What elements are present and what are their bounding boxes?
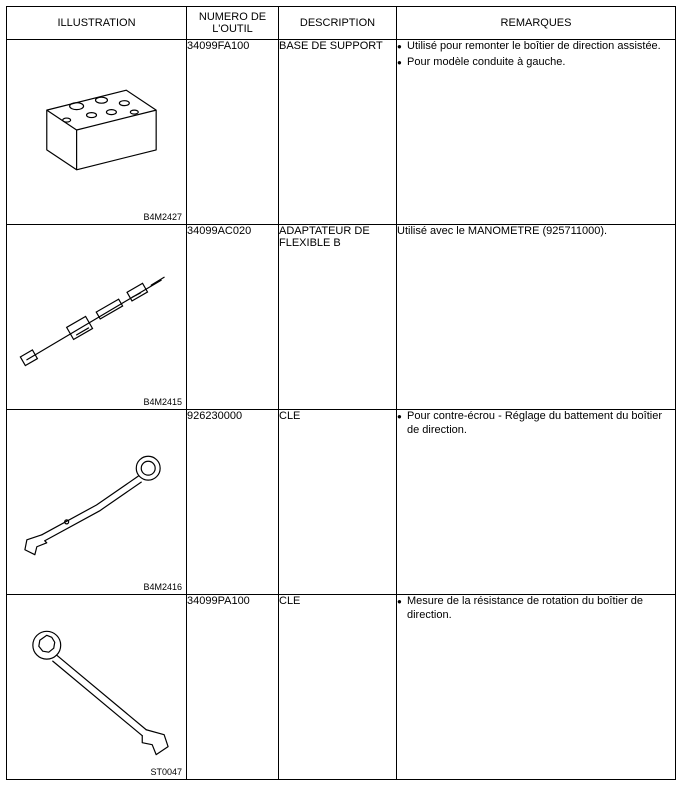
tool-description: ADAPTATEUR DE FLEXIBLE B bbox=[279, 225, 397, 410]
illustration-code: B4M2427 bbox=[143, 212, 182, 222]
illustration-cell: B4M2415 bbox=[7, 225, 187, 410]
illustration-cell: B4M2427 bbox=[7, 40, 187, 225]
tool-remarks: Utilisé pour remonter le boîtier de dire… bbox=[397, 40, 676, 225]
remark-item: Pour contre-écrou - Réglage du battement… bbox=[397, 410, 675, 438]
header-illustration: ILLUSTRATION bbox=[7, 7, 187, 40]
combination-wrench-icon bbox=[7, 595, 186, 779]
support-base-icon bbox=[7, 40, 186, 224]
tool-description: BASE DE SUPPORT bbox=[279, 40, 397, 225]
wrench-icon bbox=[7, 410, 186, 594]
tool-number: 34099FA100 bbox=[187, 40, 279, 225]
tool-description: CLE bbox=[279, 410, 397, 595]
header-tool-number: NUMERO DE L'OUTIL bbox=[187, 7, 279, 40]
table-row: B4M2415 34099AC020 ADAPTATEUR DE FLEXIBL… bbox=[7, 225, 676, 410]
illustration-code: B4M2416 bbox=[143, 582, 182, 592]
table-row: ST0047 34099PA100 CLE Mesure de la résis… bbox=[7, 595, 676, 780]
header-row: ILLUSTRATION NUMERO DE L'OUTIL DESCRIPTI… bbox=[7, 7, 676, 40]
tool-remarks: Mesure de la résistance de rotation du b… bbox=[397, 595, 676, 780]
header-remarks: REMARQUES bbox=[397, 7, 676, 40]
tool-remarks: Pour contre-écrou - Réglage du battement… bbox=[397, 410, 676, 595]
tool-number: 926230000 bbox=[187, 410, 279, 595]
illustration-code: B4M2415 bbox=[143, 397, 182, 407]
illustration-code: ST0047 bbox=[150, 767, 182, 777]
remark-item: Mesure de la résistance de rotation du b… bbox=[397, 595, 675, 623]
illustration-cell: B4M2416 bbox=[7, 410, 187, 595]
hose-adapter-icon bbox=[7, 225, 186, 409]
table-row: B4M2416 926230000 CLE Pour contre-écrou … bbox=[7, 410, 676, 595]
header-description: DESCRIPTION bbox=[279, 7, 397, 40]
remark-item: Utilisé avec le MANOMETRE (925711000). bbox=[397, 225, 675, 239]
tool-description: CLE bbox=[279, 595, 397, 780]
tool-remarks: Utilisé avec le MANOMETRE (925711000). bbox=[397, 225, 676, 410]
tools-table: ILLUSTRATION NUMERO DE L'OUTIL DESCRIPTI… bbox=[6, 6, 676, 780]
remark-item: Utilisé pour remonter le boîtier de dire… bbox=[397, 40, 675, 54]
tool-number: 34099AC020 bbox=[187, 225, 279, 410]
tool-number: 34099PA100 bbox=[187, 595, 279, 780]
illustration-cell: ST0047 bbox=[7, 595, 187, 780]
remark-item: Pour modèle conduite à gauche. bbox=[397, 56, 675, 70]
table-row: B4M2427 34099FA100 BASE DE SUPPORT Utili… bbox=[7, 40, 676, 225]
